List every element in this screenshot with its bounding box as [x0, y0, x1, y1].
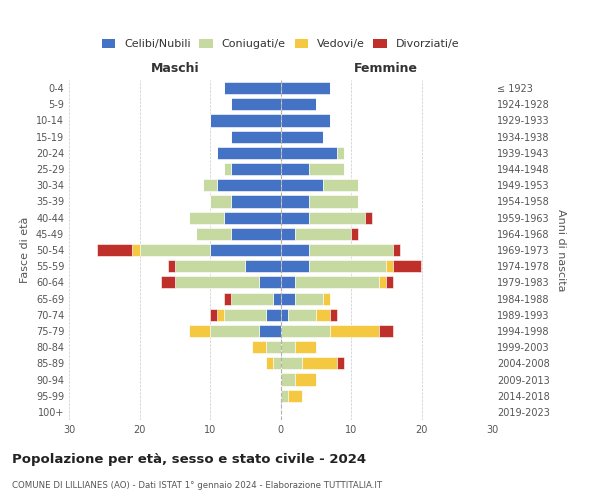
Bar — [281, 163, 309, 175]
Bar — [281, 82, 330, 94]
Bar — [281, 292, 295, 304]
Bar — [231, 196, 281, 207]
Bar — [266, 308, 281, 321]
Bar — [281, 308, 287, 321]
Bar — [295, 374, 316, 386]
Text: COMUNE DI LILLIANES (AO) - Dati ISTAT 1° gennaio 2024 - Elaborazione TUTTITALIA.: COMUNE DI LILLIANES (AO) - Dati ISTAT 1°… — [12, 481, 382, 490]
Bar — [259, 325, 281, 337]
Bar — [295, 276, 379, 288]
Bar — [337, 358, 344, 370]
Bar — [224, 82, 281, 94]
Bar — [175, 260, 245, 272]
Bar — [281, 260, 309, 272]
Bar — [295, 292, 323, 304]
Bar — [189, 212, 224, 224]
Bar — [394, 244, 400, 256]
Bar — [224, 292, 231, 304]
Bar — [281, 130, 323, 142]
Bar — [210, 196, 231, 207]
Bar — [281, 244, 309, 256]
Bar — [386, 260, 394, 272]
Bar — [245, 260, 281, 272]
Bar — [231, 228, 281, 240]
Bar — [281, 341, 295, 353]
Bar — [386, 276, 394, 288]
Bar — [231, 130, 281, 142]
Bar — [210, 325, 259, 337]
Text: Maschi: Maschi — [151, 62, 199, 75]
Bar — [379, 325, 394, 337]
Bar — [316, 308, 330, 321]
Bar — [309, 163, 344, 175]
Bar — [281, 374, 295, 386]
Bar — [287, 308, 316, 321]
Bar — [210, 308, 217, 321]
Y-axis label: Anni di nascita: Anni di nascita — [556, 209, 566, 291]
Bar — [196, 228, 231, 240]
Bar — [281, 147, 337, 159]
Bar — [281, 358, 302, 370]
Bar — [274, 292, 281, 304]
Bar — [252, 341, 266, 353]
Y-axis label: Fasce di età: Fasce di età — [20, 217, 30, 283]
Bar — [231, 163, 281, 175]
Bar — [224, 308, 266, 321]
Bar — [323, 292, 330, 304]
Bar — [281, 179, 323, 192]
Bar — [189, 325, 210, 337]
Bar — [281, 114, 330, 126]
Bar — [281, 325, 330, 337]
Bar — [330, 308, 337, 321]
Bar — [133, 244, 140, 256]
Bar — [281, 228, 295, 240]
Text: Popolazione per età, sesso e stato civile - 2024: Popolazione per età, sesso e stato civil… — [12, 452, 366, 466]
Bar — [295, 228, 351, 240]
Bar — [266, 358, 274, 370]
Bar — [287, 390, 302, 402]
Bar — [281, 390, 287, 402]
Bar — [337, 147, 344, 159]
Bar — [323, 179, 358, 192]
Bar — [210, 114, 281, 126]
Bar — [210, 244, 281, 256]
Bar — [266, 341, 281, 353]
Bar — [394, 260, 421, 272]
Bar — [224, 212, 281, 224]
Bar — [224, 163, 231, 175]
Bar — [274, 358, 281, 370]
Bar — [161, 276, 175, 288]
Bar — [330, 325, 379, 337]
Bar — [168, 260, 175, 272]
Bar — [302, 358, 337, 370]
Bar — [203, 179, 217, 192]
Bar — [281, 196, 309, 207]
Bar — [97, 244, 133, 256]
Bar — [281, 212, 309, 224]
Bar — [351, 228, 358, 240]
Bar — [379, 276, 386, 288]
Bar — [309, 244, 394, 256]
Bar — [309, 212, 365, 224]
Bar — [231, 98, 281, 110]
Bar — [217, 147, 281, 159]
Bar — [309, 260, 386, 272]
Bar — [365, 212, 372, 224]
Bar — [139, 244, 210, 256]
Bar — [231, 292, 274, 304]
Bar — [175, 276, 259, 288]
Bar — [295, 341, 316, 353]
Bar — [281, 276, 295, 288]
Legend: Celibi/Nubili, Coniugati/e, Vedovi/e, Divorziati/e: Celibi/Nubili, Coniugati/e, Vedovi/e, Di… — [97, 34, 464, 54]
Bar — [217, 308, 224, 321]
Bar — [217, 179, 281, 192]
Text: Femmine: Femmine — [354, 62, 418, 75]
Bar — [281, 98, 316, 110]
Bar — [259, 276, 281, 288]
Bar — [309, 196, 358, 207]
